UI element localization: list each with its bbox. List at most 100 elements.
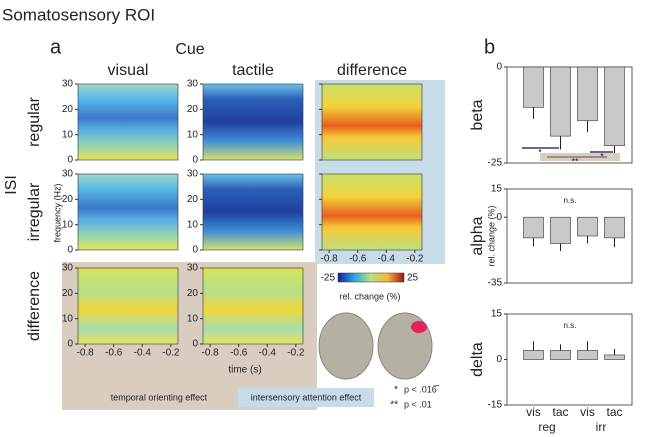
y-tick-label: 15: [491, 184, 503, 195]
column-label: difference: [337, 62, 407, 79]
bar: [577, 66, 598, 122]
y-tick-label: 0: [67, 245, 73, 256]
roi-spot: [411, 321, 427, 333]
y-tick-label: 0: [67, 339, 73, 350]
sig-symbol: *: [394, 385, 398, 396]
bar: [550, 216, 571, 244]
x-tick-label: -0.2: [162, 348, 180, 359]
x-tick-label: -0.4: [378, 254, 396, 265]
y-tick-label: 0: [496, 354, 502, 365]
x-tick-label: tac: [552, 405, 568, 419]
chart-title: beta: [469, 99, 486, 130]
y-tick-label: 10: [62, 219, 74, 230]
axes: [506, 188, 633, 284]
x-tick-label: -0.6: [349, 254, 367, 265]
heatmap: [77, 83, 179, 161]
x-tick-label: tac: [606, 405, 622, 419]
panel-label: a: [50, 36, 62, 58]
bar: [577, 216, 598, 237]
y-tick-label: 20: [187, 288, 199, 299]
bar: [523, 66, 544, 108]
y-tick-label: 10: [187, 129, 199, 140]
y-tick-label: 0: [496, 212, 502, 223]
sig-text: p < .01: [404, 399, 432, 409]
y-tick-label: 20: [62, 104, 74, 115]
heatmap: [202, 83, 304, 161]
y-tick-label: 10: [187, 219, 199, 230]
y-tick-label: 0: [192, 339, 198, 350]
legend-label: temporal orienting effect: [111, 392, 208, 402]
colorbar-max: 25: [407, 273, 419, 284]
x-tick-label: -0.8: [77, 348, 95, 359]
x-tick-label: -0.4: [259, 348, 277, 359]
sig-text: p < .016̅: [404, 384, 440, 394]
y-tick-label: 30: [62, 263, 74, 274]
annotation: n.s.: [564, 196, 577, 205]
y-tick-label: 30: [62, 79, 74, 90]
chart-title: alpha: [469, 216, 486, 255]
y-tick-label: 10: [187, 313, 199, 324]
y-axis-label: rel. change (%): [486, 205, 496, 266]
row-label: regular: [26, 96, 43, 146]
heatmap: [202, 267, 304, 345]
colorbar-label: rel. change (%): [339, 291, 400, 301]
annotation: *: [600, 151, 604, 161]
y-axis-label: frequency (Hz): [52, 183, 62, 242]
legend-box: [96, 388, 222, 407]
colorbar-min: -25: [321, 273, 336, 284]
bar: [523, 350, 544, 360]
sig-symbol: **: [390, 400, 398, 411]
y-tick-label: 0: [192, 155, 198, 166]
figure-title: Somatosensory ROI: [2, 5, 155, 24]
x-tick-label: -0.2: [287, 348, 305, 359]
y-tick-label: -35: [488, 278, 503, 289]
x-tick-label: -0.2: [406, 254, 424, 265]
group-label: irr: [596, 420, 607, 434]
y-tick-label: 30: [187, 169, 199, 180]
row-label: irregular: [26, 182, 43, 241]
y-tick-label: -15: [488, 400, 503, 411]
annotation: *: [538, 147, 542, 157]
isi-label: ISI: [3, 175, 20, 195]
row-label: difference: [26, 271, 43, 341]
y-tick-label: 20: [62, 288, 74, 299]
bar: [550, 350, 571, 360]
brain: [318, 312, 433, 380]
bar: [550, 66, 571, 137]
heatmap: [202, 173, 304, 251]
y-tick-label: 0: [192, 245, 198, 256]
heatmap: [77, 173, 179, 251]
x-axis-label: time (s): [228, 365, 261, 376]
heatmap: [321, 83, 423, 161]
bar: [604, 354, 625, 360]
heatmap: [77, 267, 179, 345]
bar: [604, 66, 625, 147]
bar: [604, 216, 625, 239]
x-tick-label: vis: [526, 405, 541, 419]
y-tick-label: 30: [62, 169, 74, 180]
bar: [577, 350, 598, 360]
y-tick-label: 20: [187, 104, 199, 115]
x-tick-label: -0.8: [202, 348, 220, 359]
colorbar: [337, 272, 405, 283]
y-tick-label: 20: [62, 194, 74, 205]
x-tick-label: -0.6: [230, 348, 248, 359]
panel-label: b: [484, 36, 495, 58]
chart-title: delta: [469, 342, 486, 377]
brain-shape: [318, 312, 374, 380]
legend-label: intersensory attention effect: [251, 392, 362, 402]
y-tick-label: 30: [187, 263, 199, 274]
x-tick-label: -0.8: [321, 254, 339, 265]
heatmap: [321, 173, 423, 251]
y-tick-label: 10: [62, 313, 74, 324]
y-tick-label: 15: [491, 309, 503, 320]
group-label: reg: [538, 420, 555, 434]
annotation: **: [571, 156, 579, 166]
cue-label: Cue: [175, 41, 204, 58]
bar: [523, 216, 544, 239]
y-tick-label: 0: [496, 62, 502, 73]
y-tick-label: -25: [488, 158, 503, 169]
column-label: visual: [108, 62, 149, 79]
